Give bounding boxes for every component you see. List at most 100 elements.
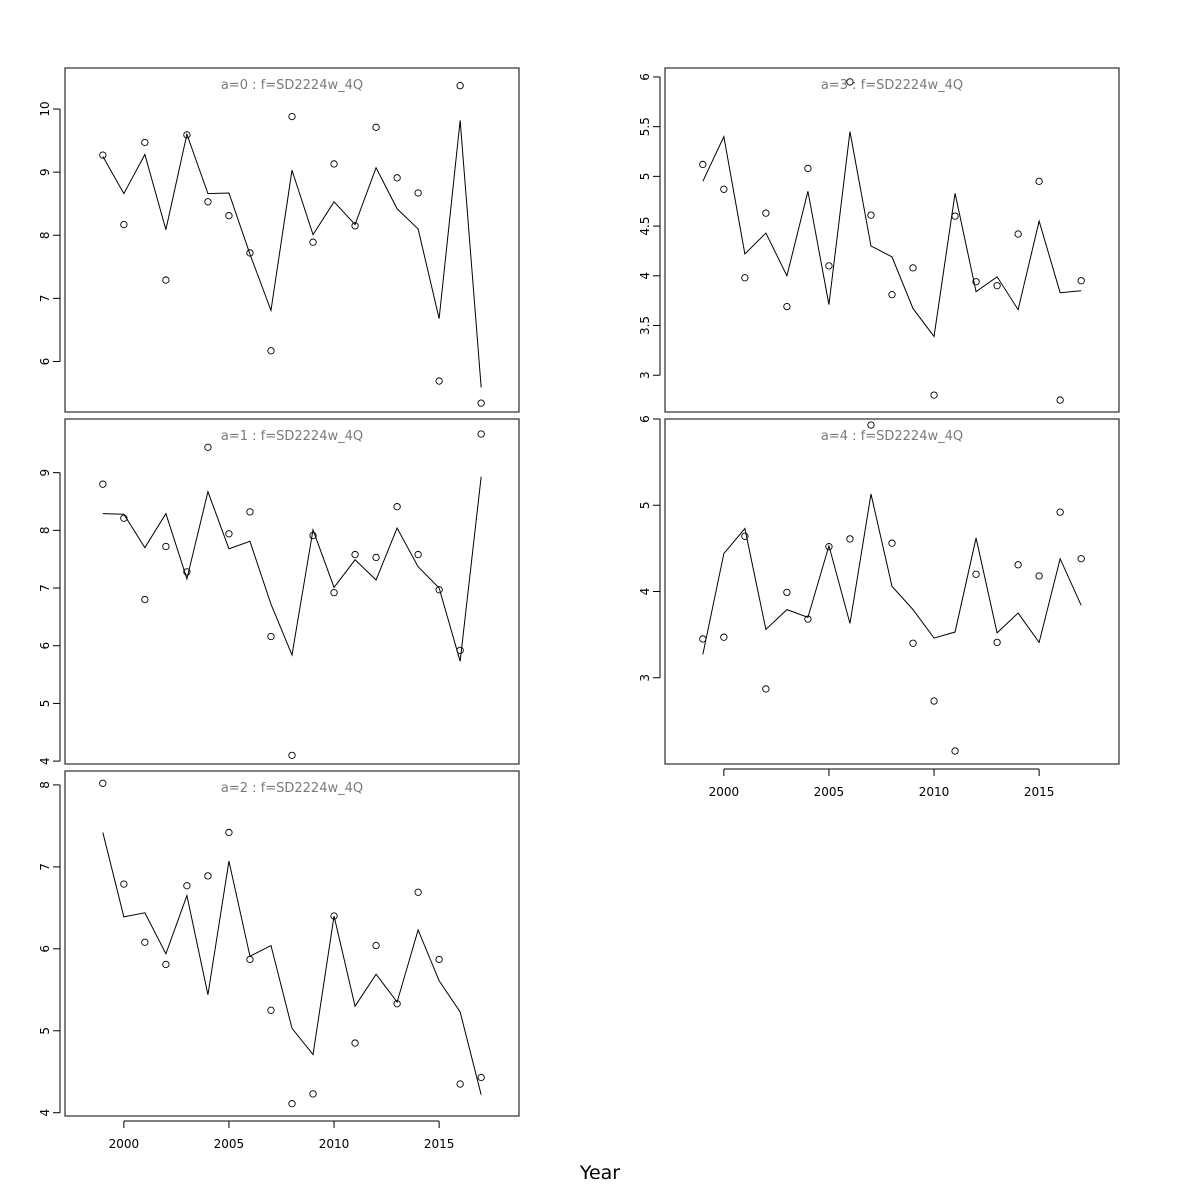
data-point bbox=[225, 828, 233, 837]
data-point bbox=[435, 955, 443, 964]
panel-2: a=2 : f=SD2224w_4Q 4 5 6 7 8 2000 2005 2010 2015 bbox=[38, 770, 520, 1151]
panel-0: a=0 : f=SD2224w_4Q 6 7 8 9 10 bbox=[38, 67, 520, 413]
data-point bbox=[414, 888, 422, 896]
data-point bbox=[309, 1090, 317, 1098]
data-point bbox=[1014, 561, 1022, 569]
data-point bbox=[456, 82, 464, 90]
data-point bbox=[330, 912, 338, 920]
data-point bbox=[909, 264, 917, 272]
y-tick-label: 7 bbox=[38, 295, 52, 303]
y-tick-label: 5 bbox=[38, 700, 52, 708]
x-tick-label: 2005 bbox=[814, 785, 845, 799]
fitted-series-line bbox=[702, 131, 1082, 338]
y-tick-label: 4.5 bbox=[638, 217, 652, 236]
plot-frame bbox=[664, 418, 1120, 765]
data-point bbox=[183, 131, 191, 139]
data-point bbox=[477, 399, 485, 407]
y-tick-label: 5 bbox=[638, 173, 652, 181]
data-point bbox=[456, 1080, 464, 1088]
panel-title: a=3 : f=SD2224w_4Q bbox=[821, 78, 963, 93]
y-tick-label: 8 bbox=[38, 231, 52, 239]
data-point bbox=[783, 302, 791, 311]
y-tick-label: 9 bbox=[38, 469, 52, 477]
y-tick-label: 5 bbox=[638, 501, 652, 509]
x-tick-label: 2010 bbox=[919, 785, 950, 799]
panel-title: a=2 : f=SD2224w_4Q bbox=[221, 781, 363, 796]
y-tick-label: 6 bbox=[638, 73, 652, 81]
x-tick-label: 2015 bbox=[1024, 785, 1055, 799]
data-point bbox=[1035, 572, 1043, 580]
data-point bbox=[888, 291, 896, 299]
data-point bbox=[267, 347, 275, 355]
data-point bbox=[846, 78, 854, 86]
data-point bbox=[99, 151, 107, 159]
data-point bbox=[720, 185, 728, 193]
data-point bbox=[477, 430, 485, 438]
y-tick-label: 4 bbox=[638, 272, 652, 280]
data-point bbox=[720, 633, 728, 641]
data-point bbox=[120, 220, 128, 229]
data-point bbox=[930, 697, 938, 705]
data-point bbox=[309, 238, 317, 246]
data-point bbox=[867, 211, 875, 219]
plot-frame bbox=[64, 67, 520, 413]
data-point bbox=[825, 543, 833, 551]
data-point bbox=[456, 646, 464, 654]
data-point bbox=[435, 586, 443, 594]
y-tick-label: 3 bbox=[638, 674, 652, 682]
data-point bbox=[825, 262, 833, 270]
data-point bbox=[120, 880, 128, 888]
data-point bbox=[372, 553, 380, 562]
data-point bbox=[414, 189, 422, 197]
data-point bbox=[267, 1006, 275, 1014]
data-point bbox=[783, 588, 791, 597]
data-point bbox=[804, 164, 812, 173]
data-point bbox=[1056, 396, 1064, 404]
data-point bbox=[309, 531, 317, 540]
fitted-series-line bbox=[102, 476, 482, 662]
data-point bbox=[225, 530, 233, 538]
data-point bbox=[351, 222, 359, 230]
y-tick-label: 4 bbox=[638, 588, 652, 596]
data-point bbox=[162, 542, 170, 551]
data-point bbox=[699, 160, 707, 169]
data-point bbox=[372, 123, 380, 131]
data-point bbox=[99, 480, 107, 488]
y-tick-label: 8 bbox=[38, 781, 52, 789]
data-point bbox=[699, 635, 707, 643]
data-point bbox=[204, 443, 212, 451]
data-point bbox=[1077, 277, 1085, 285]
data-point bbox=[141, 595, 149, 604]
data-point bbox=[120, 514, 128, 522]
plot-frame bbox=[664, 67, 1120, 413]
x-tick-label: 2015 bbox=[424, 1137, 455, 1151]
data-point bbox=[762, 209, 770, 217]
data-point bbox=[804, 615, 812, 623]
y-tick-label: 4 bbox=[38, 757, 52, 765]
data-point bbox=[393, 174, 401, 182]
data-point bbox=[951, 747, 959, 755]
data-point bbox=[435, 377, 443, 385]
panels-group: a=0 : f=SD2224w_4Q 6 7 8 9 10 a=1 : f=SD2224w_… bbox=[38, 67, 1120, 1151]
y-tick-label: 7 bbox=[38, 863, 52, 871]
data-point bbox=[288, 751, 296, 759]
data-point bbox=[351, 1039, 359, 1047]
data-point bbox=[993, 282, 1001, 290]
panel-1: a=1 : f=SD2224w_4Q 4 5 6 7 8 9 bbox=[38, 418, 520, 765]
data-point bbox=[183, 882, 191, 890]
data-point bbox=[267, 632, 275, 641]
y-tick-label: 3 bbox=[638, 371, 652, 379]
data-point bbox=[183, 568, 191, 576]
data-point bbox=[477, 1073, 485, 1082]
data-point bbox=[162, 960, 170, 969]
y-tick-label: 3.5 bbox=[638, 316, 652, 335]
data-point bbox=[909, 639, 917, 647]
y-tick-label: 6 bbox=[38, 945, 52, 953]
data-point bbox=[330, 589, 338, 597]
y-tick-label: 4 bbox=[38, 1109, 52, 1117]
data-point bbox=[1035, 177, 1043, 185]
data-point bbox=[288, 1100, 296, 1108]
panel-title: a=4 : f=SD2224w_4Q bbox=[821, 429, 963, 444]
data-point bbox=[141, 938, 149, 946]
data-point bbox=[741, 532, 749, 540]
